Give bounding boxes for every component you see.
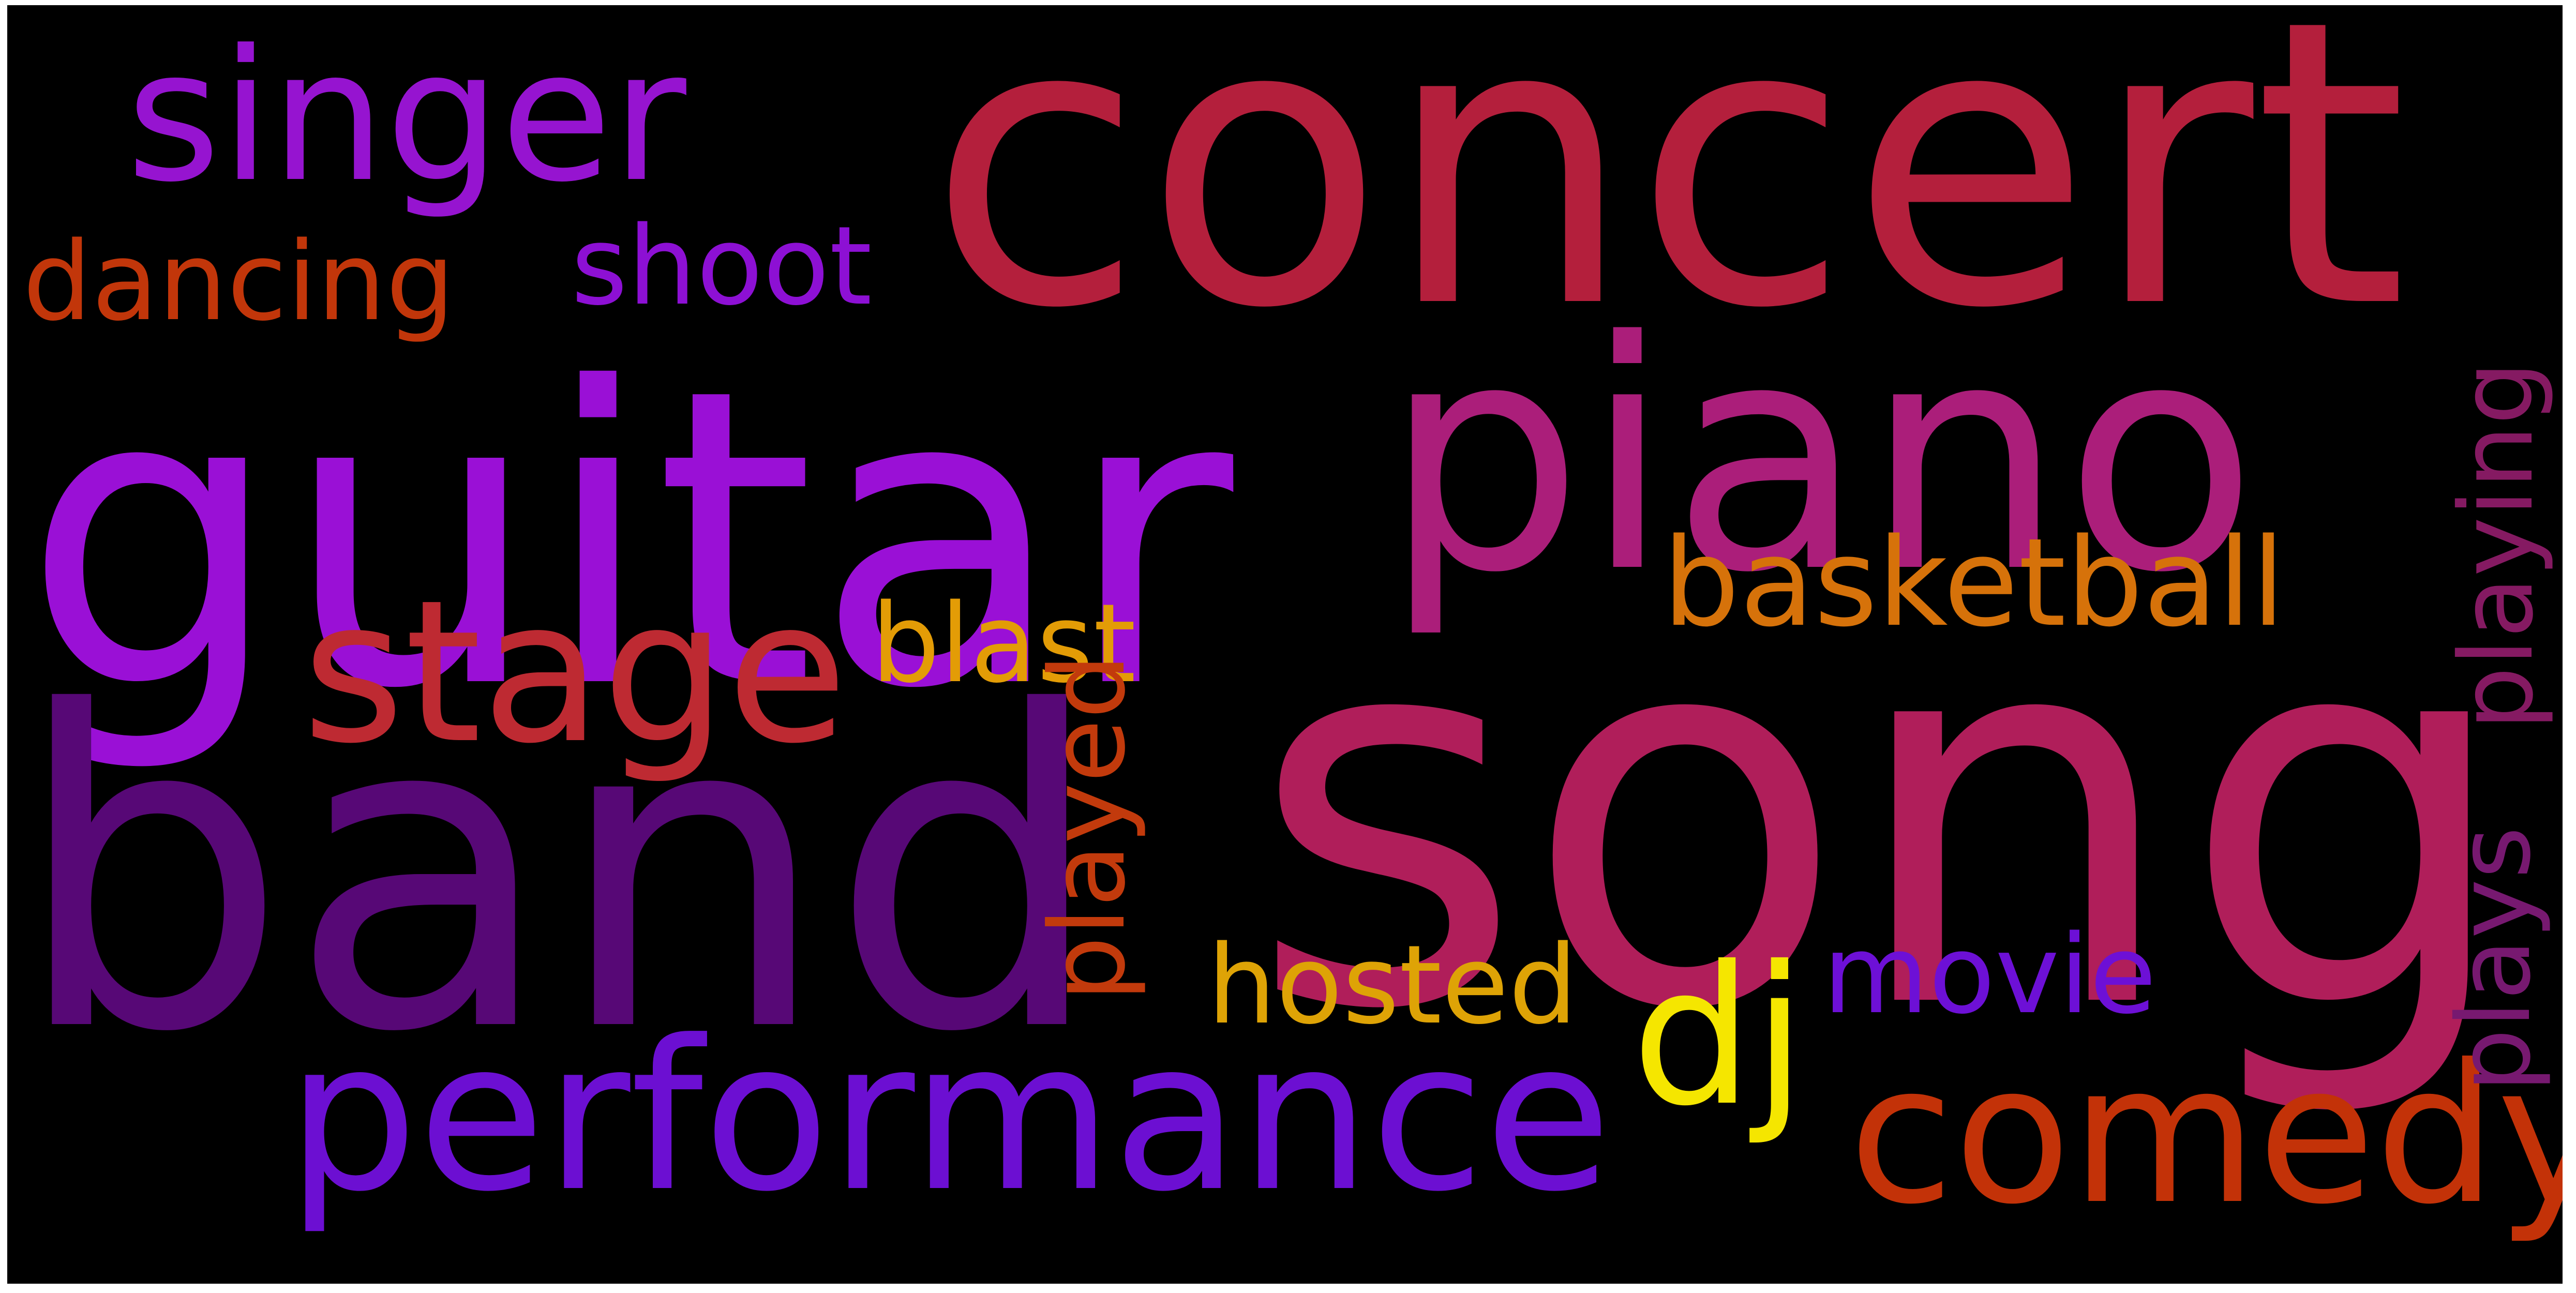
word-stage: stage (302, 558, 848, 787)
word-playing: playing (2438, 360, 2555, 731)
word-comedy: comedy (1849, 1024, 2563, 1246)
word-plays: plays (2435, 826, 2553, 1093)
word-concert: concert (928, 5, 2408, 394)
word-song: song (1249, 510, 2516, 1124)
word-movie: movie (1823, 911, 2156, 1038)
word-hosted: hosted (1207, 922, 1578, 1048)
word-performance: performance (287, 997, 1612, 1237)
word-guitar: guitar (23, 303, 1234, 778)
word-shoot: shoot (571, 203, 872, 329)
word-played: played (1028, 653, 1148, 1002)
word-piano: piano (1383, 274, 2258, 641)
word-blast: blast (871, 580, 1136, 707)
word-basketball: basketball (1663, 513, 2285, 654)
word-band: band (12, 621, 1106, 1127)
word-singer: singer (126, 11, 686, 222)
word-cloud: song concert guitar band piano singer pe… (7, 5, 2563, 1284)
word-dancing: dancing (23, 218, 455, 345)
word-dj: dj (1631, 926, 1806, 1148)
